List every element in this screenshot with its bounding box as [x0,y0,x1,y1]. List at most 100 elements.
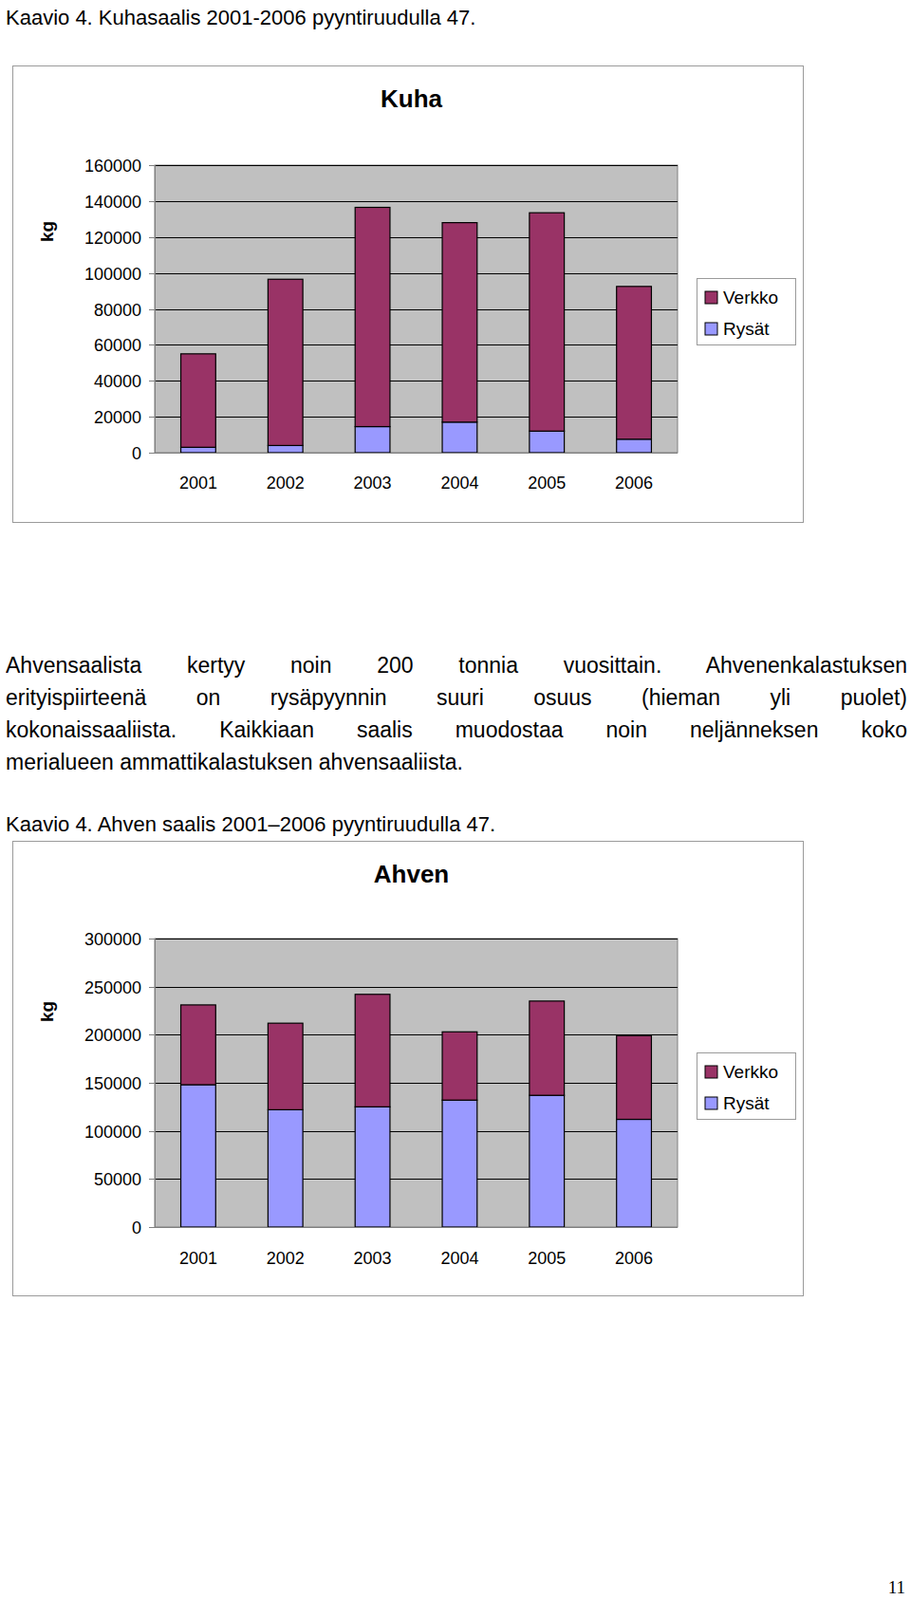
bar [616,1119,652,1228]
tick-label: 100000 [84,264,142,284]
bar [181,353,217,447]
paragraph: Ahvensaalista kertyy noin 200 tonnia vuo… [5,649,908,779]
legend-label: Verkko [723,1061,779,1082]
paragraph-line: merialueen ammattikalastuksen ahvensaali… [5,745,908,779]
tick-label: 150000 [84,1074,142,1094]
bar [442,1099,478,1228]
tick-label: 160000 [84,156,142,176]
grid-line [154,237,678,239]
legend-label: Verkko [723,287,779,308]
bars [181,207,652,453]
bar [354,207,391,428]
tick-mark [148,1034,155,1036]
legend-frame [697,1053,797,1120]
tick-label: 120000 [84,228,142,248]
bar [181,1084,217,1228]
category-label: 2005 [527,473,566,493]
y-axis [154,165,156,453]
bar [181,446,217,453]
bar [354,1106,391,1228]
legend-label: Rysät [723,318,770,339]
legend: VerkkoRysät [697,1053,797,1120]
grid-line [154,309,678,311]
tick-label: 0 [131,1218,142,1238]
bar [267,1109,303,1228]
tick-mark [148,452,155,454]
grid-line [154,986,678,988]
bar [616,1035,652,1119]
grid-line [154,1082,678,1084]
category-label: 2006 [614,473,653,493]
tick-label: 100000 [84,1122,142,1142]
legend-frame [697,278,797,346]
tick-mark [148,1131,155,1133]
grid-line [154,1131,678,1133]
axis-label: kg [37,1001,57,1023]
bar [267,445,303,453]
paragraph-line: erityispiirteenä on rysäpyynnin suuri os… [5,681,908,714]
category-label: 2001 [179,1248,218,1268]
bar [267,1022,303,1110]
tick-mark [148,309,155,311]
paragraph-line: Ahvensaalista kertyy noin 200 tonnia vuo… [5,649,908,682]
bar [354,994,391,1108]
plot-area [154,938,678,1228]
y-axis [154,938,156,1228]
tick-mark [148,237,155,239]
category-label: 2004 [440,473,479,493]
grid-line [154,273,678,275]
bar [442,223,478,423]
chart: Ahvenkg050000100000150000200000250000300… [0,840,911,1297]
bar [442,422,478,453]
bar [529,212,565,431]
bar [442,1031,478,1100]
legend-swatch [705,322,718,335]
bar [529,1001,565,1096]
tick-label: 60000 [93,335,142,355]
tick-mark [148,380,155,382]
tick-mark [148,938,155,940]
tick-label: 80000 [93,300,142,320]
x-axis [154,1227,678,1228]
axis-label: kg [37,221,57,242]
bars [181,994,652,1228]
tick-label: 140000 [84,192,142,212]
chart-frame [13,841,804,1297]
legend: Verkko Rysät [697,278,797,346]
chart-frame [13,66,804,523]
tick-mark [148,416,155,418]
tick-mark [148,986,155,988]
tick-label: 200000 [84,1025,142,1045]
tick-label: 300000 [84,929,142,949]
tick-label: 0 [131,444,142,464]
legend-swatch [705,1096,718,1110]
legend-swatch [705,1065,718,1079]
grid-line [154,416,678,418]
grid-line [154,344,678,346]
tick-mark [148,165,155,167]
x-axis [154,452,678,454]
paragraph-line: kokonaissaaliista. Kaikkiaan saalis muod… [5,713,908,746]
grid-line [154,452,678,454]
category-label: 2002 [266,1248,305,1268]
tick-mark [148,1178,155,1180]
tick-mark [148,201,155,203]
category-label: 2003 [353,1248,392,1268]
tick-mark [148,344,155,346]
grid-line [154,1227,678,1228]
category-label: 2002 [266,473,305,493]
bar [616,286,652,440]
chart: Kuhakg0200004000060000800001000001200001… [0,65,911,523]
bar [267,278,303,446]
tick-label: 50000 [93,1170,142,1190]
plot-area [154,165,678,453]
bar [354,427,391,453]
tick-mark [148,1227,155,1228]
tick-mark [148,1082,155,1084]
category-label: 2004 [440,1248,479,1268]
bar [616,439,652,453]
category-label: 2006 [614,1248,653,1268]
grid-line [154,380,678,382]
category-label: 2005 [527,1248,566,1268]
category-label: 2003 [353,473,392,493]
